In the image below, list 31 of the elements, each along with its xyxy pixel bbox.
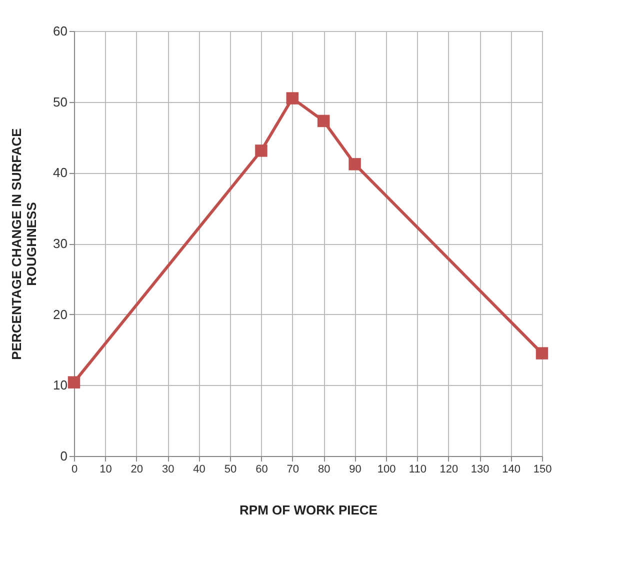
x-tick-label: 0 <box>71 464 78 476</box>
x-tick-label: 30 <box>162 464 174 476</box>
x-tick-label: 140 <box>502 464 520 476</box>
y-tick-label: 10 <box>53 378 68 393</box>
point <box>536 347 548 360</box>
y-tick-label: 20 <box>53 306 68 322</box>
x-tick-label: 110 <box>408 464 426 476</box>
x-tick-label: 70 <box>286 464 300 476</box>
y-tick-label: 0 <box>60 448 68 464</box>
x-tick-label: 20 <box>130 464 144 476</box>
x-axis-title: RPM OF WORK PIECE <box>240 502 378 518</box>
x-tick-label: 150 <box>533 464 552 476</box>
point <box>255 144 268 157</box>
x-tick-label: 40 <box>193 464 206 476</box>
y-tick-label: 50 <box>53 94 68 110</box>
x-tick-label: 10 <box>100 464 112 476</box>
x-tick-label: 120 <box>440 464 458 476</box>
x-tick-label: 90 <box>349 464 362 476</box>
y-tick-label: 40 <box>53 165 68 180</box>
x-tick-label: 100 <box>377 464 396 476</box>
x-tick-label: 80 <box>318 464 330 476</box>
point <box>68 376 80 388</box>
y-tick-label: 60 <box>53 24 68 38</box>
point <box>286 92 299 104</box>
x-tick-label: 50 <box>224 464 237 476</box>
y-tick-label: 30 <box>53 236 68 251</box>
x-tick-label: 130 <box>470 464 490 476</box>
point <box>317 114 330 128</box>
y-axis-title: PERCENTAGE CHANGE IN SURFACE ROUGHNESS <box>9 128 40 360</box>
x-tick-label: 60 <box>256 464 268 476</box>
point <box>348 158 361 170</box>
